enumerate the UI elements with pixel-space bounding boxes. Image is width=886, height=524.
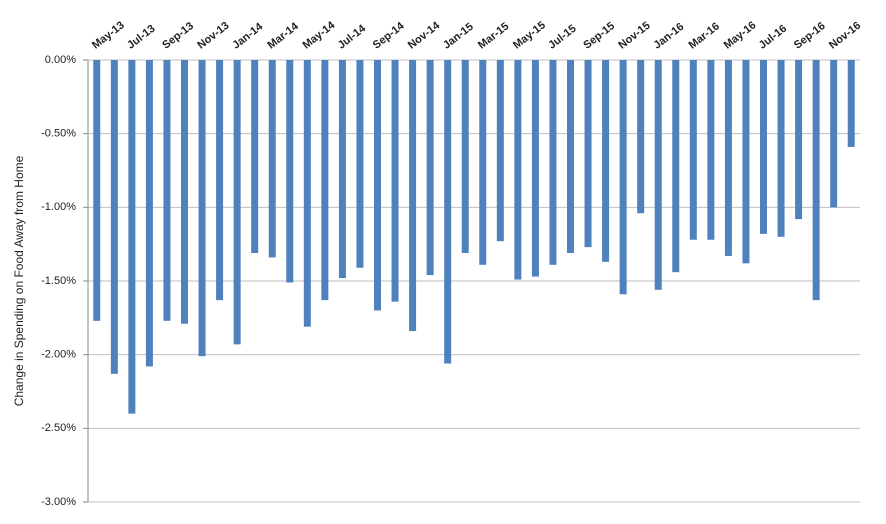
x-tick-label: Sep-14: [371, 19, 408, 51]
bar: [760, 60, 767, 234]
bar: [391, 60, 399, 302]
bar: [303, 60, 311, 327]
bar: [268, 60, 276, 258]
y-tick-label: -1.00%: [41, 201, 76, 213]
x-tick-label: Jul-15: [546, 23, 578, 52]
bar: [145, 60, 153, 367]
bar: [672, 60, 680, 273]
x-tick-label: Jan-16: [651, 21, 686, 52]
bar: [444, 60, 452, 364]
x-tick-label: Mar-14: [265, 20, 301, 52]
x-tick-label: Nov-13: [195, 20, 231, 52]
bar: [496, 60, 504, 242]
x-tick-label: May-13: [90, 19, 127, 51]
bar: [514, 60, 522, 280]
bar: [637, 60, 645, 214]
bar: [567, 60, 574, 254]
y-tick-label: 0.00%: [45, 54, 76, 66]
bar: [742, 60, 750, 264]
bar: [251, 60, 259, 254]
bar: [233, 60, 241, 345]
y-tick-label: -2.00%: [41, 349, 76, 361]
bar: [584, 60, 592, 248]
x-tick-label: Nov-16: [827, 20, 863, 52]
x-tick-label: Jul-13: [125, 23, 157, 52]
bar: [356, 60, 364, 268]
bar: [619, 60, 627, 295]
x-tick-label: Sep-13: [160, 20, 196, 52]
bar: [321, 60, 329, 301]
x-tick-label: Nov-14: [406, 19, 443, 52]
bar: [531, 60, 539, 277]
bar: [724, 60, 732, 256]
y-axis-title: Change in Spending on Food Away from Hom…: [12, 155, 26, 406]
bar: [286, 60, 294, 283]
bar: [777, 60, 785, 237]
y-tick-label: -2.50%: [41, 422, 76, 434]
bar: [847, 60, 855, 147]
y-tick-label: -1.50%: [41, 275, 76, 287]
y-tick-label: -3.00%: [41, 496, 76, 508]
x-tick-label: Mar-15: [476, 20, 511, 51]
bar: [812, 60, 820, 301]
bar: [110, 60, 118, 374]
bar: [654, 60, 662, 290]
bar: [128, 60, 136, 414]
x-tick-label: Jan-15: [441, 21, 476, 52]
bar: [461, 60, 469, 254]
x-tick-label: Jan-14: [230, 20, 266, 51]
bar: [602, 60, 610, 262]
x-tick-label: Sep-16: [792, 20, 828, 52]
bar: [795, 60, 803, 220]
x-tick-label: May-14: [301, 19, 338, 52]
x-tick-label: Sep-15: [581, 20, 617, 52]
x-tick-label: Nov-15: [616, 20, 652, 52]
x-tick-label: Jul-14: [336, 22, 369, 52]
y-tick-label: -0.50%: [41, 128, 76, 140]
x-tick-label: Jul-16: [757, 23, 789, 52]
bar: [338, 60, 346, 279]
bar: [689, 60, 697, 240]
bar: [830, 60, 838, 208]
bar: [409, 60, 417, 332]
bar: [549, 60, 557, 265]
x-tick-label: May-16: [722, 19, 759, 51]
bar: [93, 60, 101, 321]
bar: [479, 60, 487, 265]
bar: [163, 60, 171, 321]
bar: [216, 60, 224, 301]
bar: [181, 60, 188, 324]
bar: [426, 60, 434, 276]
x-tick-label: May-15: [511, 19, 548, 51]
bar: [707, 60, 715, 240]
bar: [198, 60, 206, 357]
bar: [374, 60, 381, 311]
x-tick-label: Mar-16: [687, 20, 722, 51]
